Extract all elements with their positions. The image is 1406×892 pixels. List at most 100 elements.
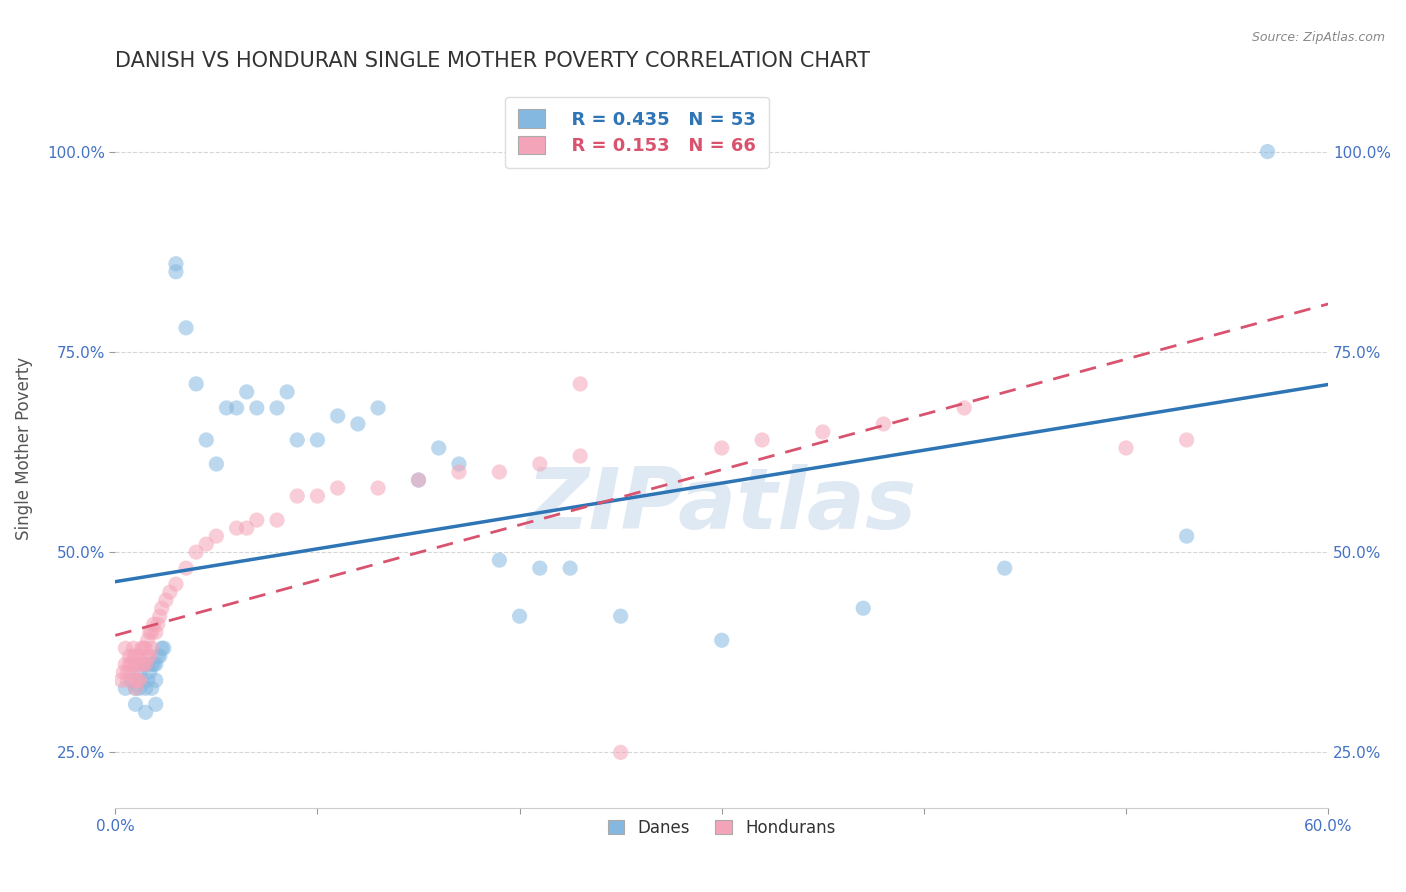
Text: Source: ZipAtlas.com: Source: ZipAtlas.com xyxy=(1251,31,1385,45)
Point xyxy=(136,633,159,648)
Point xyxy=(509,609,531,624)
Point xyxy=(127,657,149,672)
Point xyxy=(165,257,187,271)
Point xyxy=(132,657,155,672)
Point xyxy=(132,657,155,672)
Point xyxy=(609,609,631,624)
Point xyxy=(186,545,208,559)
Point xyxy=(266,513,288,527)
Point xyxy=(529,457,551,471)
Point xyxy=(225,521,247,535)
Point xyxy=(174,561,197,575)
Point xyxy=(953,401,976,415)
Point xyxy=(852,601,875,615)
Point xyxy=(128,673,150,688)
Point xyxy=(235,521,257,535)
Point xyxy=(114,657,136,672)
Point xyxy=(246,513,269,527)
Point xyxy=(121,657,143,672)
Point xyxy=(994,561,1017,575)
Point xyxy=(235,384,257,399)
Point xyxy=(122,649,145,664)
Point xyxy=(138,649,160,664)
Point xyxy=(326,481,349,495)
Point xyxy=(117,665,139,680)
Point xyxy=(195,537,218,551)
Point xyxy=(124,649,146,664)
Point xyxy=(1115,441,1137,455)
Point xyxy=(285,433,308,447)
Point xyxy=(121,673,143,688)
Point xyxy=(141,681,163,696)
Point xyxy=(186,376,208,391)
Point xyxy=(165,577,187,591)
Point xyxy=(529,561,551,575)
Point xyxy=(138,665,160,680)
Point xyxy=(276,384,298,399)
Point xyxy=(205,457,228,471)
Point xyxy=(127,673,149,688)
Point xyxy=(609,745,631,759)
Point xyxy=(155,593,177,607)
Point xyxy=(124,681,146,696)
Point xyxy=(136,657,159,672)
Point xyxy=(811,425,834,439)
Point xyxy=(408,473,430,487)
Point xyxy=(326,409,349,423)
Point xyxy=(142,657,165,672)
Point xyxy=(174,321,197,335)
Point xyxy=(146,649,169,664)
Point xyxy=(131,673,153,688)
Point xyxy=(145,625,167,640)
Point xyxy=(117,673,139,688)
Point xyxy=(751,433,773,447)
Point xyxy=(131,657,153,672)
Point xyxy=(569,376,592,391)
Point xyxy=(118,649,141,664)
Point xyxy=(141,657,163,672)
Point xyxy=(215,401,238,415)
Point xyxy=(128,649,150,664)
Point xyxy=(114,641,136,656)
Point xyxy=(447,465,470,479)
Point xyxy=(135,706,157,720)
Point xyxy=(195,433,218,447)
Point xyxy=(159,585,181,599)
Point xyxy=(150,601,173,615)
Point xyxy=(558,561,581,575)
Point xyxy=(872,417,894,431)
Point xyxy=(138,625,160,640)
Point xyxy=(136,649,159,664)
Point xyxy=(225,401,247,415)
Point xyxy=(145,698,167,712)
Text: ZIPatlas: ZIPatlas xyxy=(527,464,917,547)
Point xyxy=(1256,145,1278,159)
Point xyxy=(145,657,167,672)
Point xyxy=(427,441,450,455)
Point xyxy=(141,625,163,640)
Point xyxy=(266,401,288,415)
Point xyxy=(118,657,141,672)
Point xyxy=(149,609,172,624)
Point xyxy=(367,481,389,495)
Point xyxy=(307,433,329,447)
Point xyxy=(1175,529,1198,543)
Point xyxy=(135,657,157,672)
Point xyxy=(307,489,329,503)
Point xyxy=(136,673,159,688)
Point xyxy=(246,401,269,415)
Point xyxy=(149,649,172,664)
Point xyxy=(408,473,430,487)
Point xyxy=(112,665,135,680)
Point xyxy=(142,617,165,632)
Y-axis label: Single Mother Poverty: Single Mother Poverty xyxy=(15,357,32,540)
Point xyxy=(153,641,176,656)
Point xyxy=(135,641,157,656)
Point xyxy=(488,465,510,479)
Point xyxy=(141,641,163,656)
Legend: Danes, Hondurans: Danes, Hondurans xyxy=(602,812,842,843)
Point xyxy=(121,665,143,680)
Point xyxy=(205,529,228,543)
Point xyxy=(135,681,157,696)
Point xyxy=(150,641,173,656)
